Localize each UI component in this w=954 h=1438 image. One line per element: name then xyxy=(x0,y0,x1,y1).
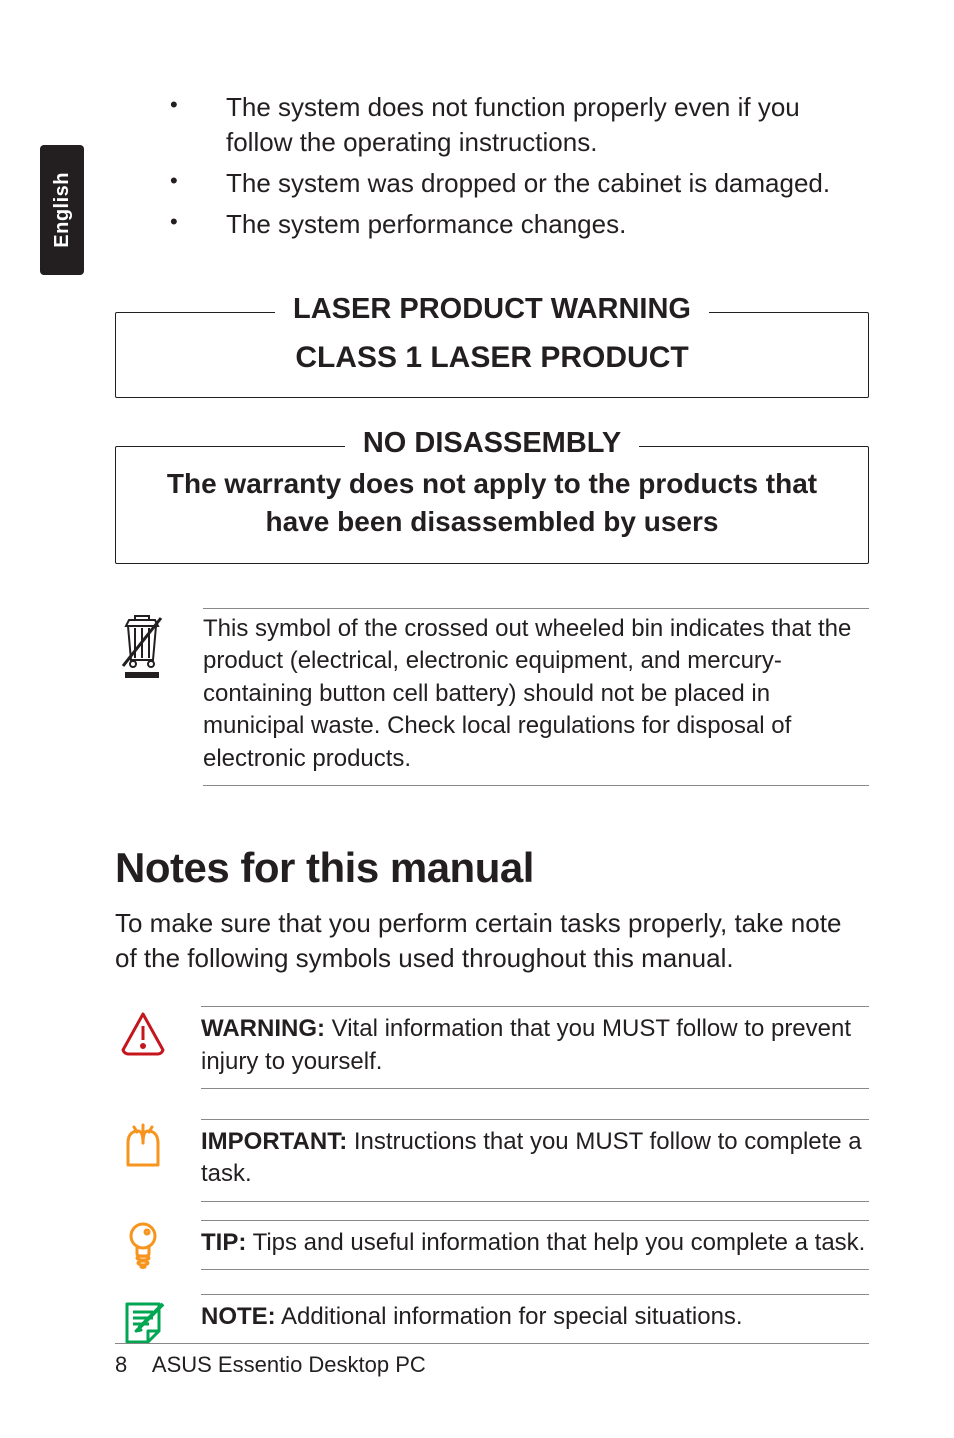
bin-icon xyxy=(115,608,175,786)
note-body: Additional information for special situa… xyxy=(276,1303,743,1330)
disassembly-box-sub: The warranty does not apply to the produ… xyxy=(136,465,848,541)
tip-icon xyxy=(115,1220,171,1276)
bullet-list: The system does not function properly ev… xyxy=(170,90,869,242)
page-footer: 8 ASUS Essentio Desktop PC xyxy=(115,1343,869,1378)
disassembly-box: NO DISASSEMBLY The warranty does not app… xyxy=(115,446,869,564)
list-item: The system performance changes. xyxy=(170,207,869,242)
warning-label: WARNING: xyxy=(201,1015,325,1042)
page-content: The system does not function properly ev… xyxy=(0,0,954,1438)
weee-note-row: This symbol of the crossed out wheeled b… xyxy=(115,608,869,786)
warning-icon xyxy=(115,1006,171,1062)
notes-lead: To make sure that you perform certain ta… xyxy=(115,906,869,976)
important-row: IMPORTANT: Instructions that you MUST fo… xyxy=(115,1119,869,1202)
important-text: IMPORTANT: Instructions that you MUST fo… xyxy=(201,1119,869,1202)
note-label: NOTE: xyxy=(201,1303,276,1330)
laser-box-sub: CLASS 1 LASER PRODUCT xyxy=(141,341,843,375)
note-icon xyxy=(115,1294,171,1350)
laser-warning-box: LASER PRODUCT WARNING CLASS 1 LASER PROD… xyxy=(115,312,869,398)
important-label: IMPORTANT: xyxy=(201,1128,347,1155)
weee-note-text: This symbol of the crossed out wheeled b… xyxy=(203,608,869,786)
important-icon xyxy=(115,1119,171,1175)
box-title-wrap: LASER PRODUCT WARNING xyxy=(116,293,868,326)
tip-body: Tips and useful information that help yo… xyxy=(246,1229,865,1256)
note-text: NOTE: Additional information for special… xyxy=(201,1294,869,1344)
note-row: NOTE: Additional information for special… xyxy=(115,1294,869,1350)
list-item: The system does not function properly ev… xyxy=(170,90,869,160)
tip-label: TIP: xyxy=(201,1229,246,1256)
tip-text: TIP: Tips and useful information that he… xyxy=(201,1220,869,1270)
warning-row: WARNING: Vital information that you MUST… xyxy=(115,1006,869,1089)
footer-title: ASUS Essentio Desktop PC xyxy=(152,1352,426,1377)
warning-text: WARNING: Vital information that you MUST… xyxy=(201,1006,869,1089)
laser-box-title: LASER PRODUCT WARNING xyxy=(275,293,709,326)
notes-heading: Notes for this manual xyxy=(115,844,869,892)
page-number: 8 xyxy=(115,1352,147,1378)
disassembly-box-title: NO DISASSEMBLY xyxy=(345,427,639,460)
tip-row: TIP: Tips and useful information that he… xyxy=(115,1220,869,1276)
list-item: The system was dropped or the cabinet is… xyxy=(170,166,869,201)
box-title-wrap: NO DISASSEMBLY xyxy=(116,427,868,460)
